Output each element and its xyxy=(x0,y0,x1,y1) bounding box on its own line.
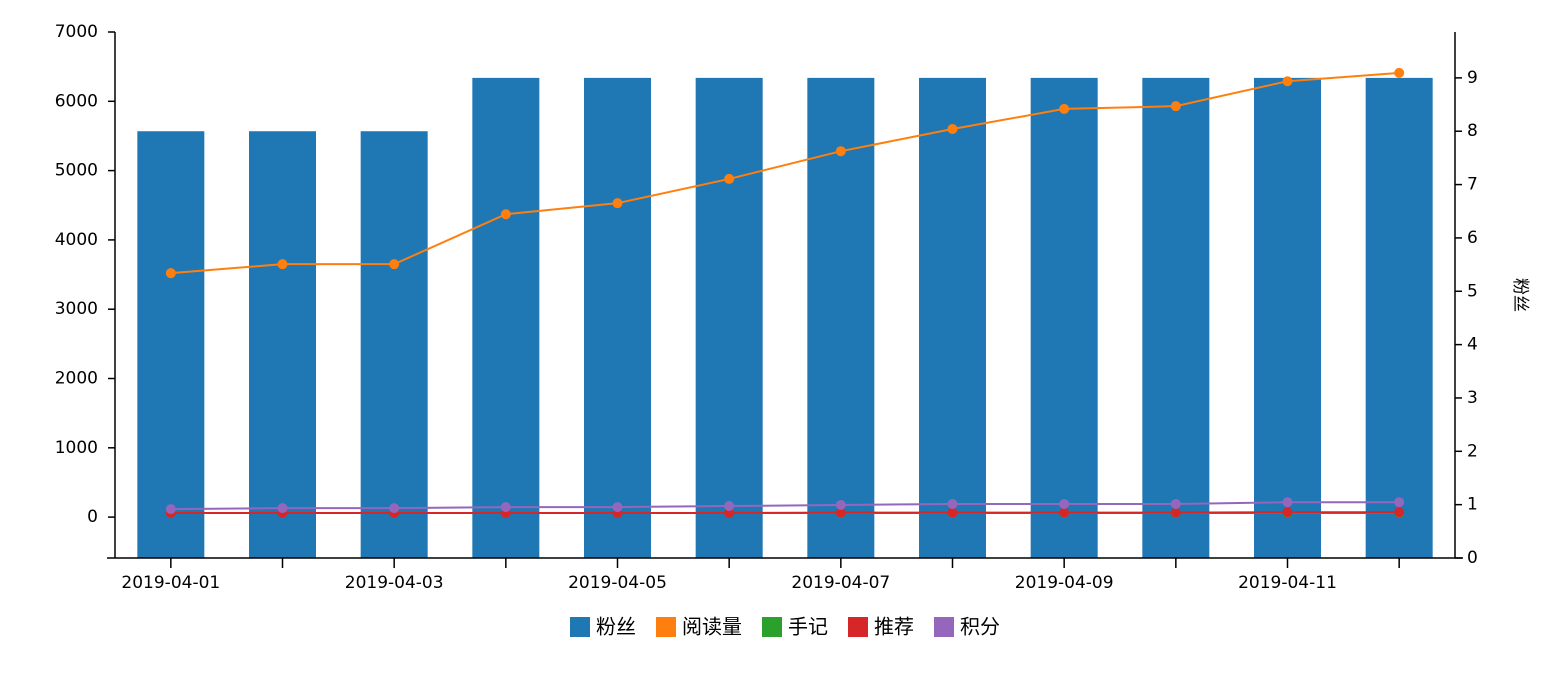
y2-tick-label: 1 xyxy=(1467,495,1478,515)
point xyxy=(1282,497,1293,508)
point xyxy=(1059,498,1070,509)
y-tick-label: 3000 xyxy=(55,299,98,319)
legend-label: 手记 xyxy=(788,615,828,639)
legend: 粉丝 阅读量 手记 推荐 积分 xyxy=(570,615,1000,639)
point xyxy=(1170,507,1181,518)
line xyxy=(170,71,1400,275)
point xyxy=(724,507,735,518)
y-tick-label: 6000 xyxy=(55,91,98,111)
x-tick-label: 2019-04-01 xyxy=(121,573,220,593)
legend-swatch xyxy=(848,617,868,637)
y2-tick-label: 6 xyxy=(1467,228,1478,248)
point xyxy=(947,507,958,518)
point xyxy=(165,504,176,515)
y2-tick-label: 4 xyxy=(1467,335,1478,355)
point xyxy=(724,173,735,184)
legend-label: 积分 xyxy=(960,615,1000,639)
legend-label: 推荐 xyxy=(874,615,914,639)
x-tick-label: 2019-04-07 xyxy=(791,573,890,593)
y2-tick-label: 3 xyxy=(1467,388,1478,408)
bar xyxy=(1030,77,1098,558)
point xyxy=(947,124,958,135)
legend-swatch xyxy=(934,617,954,637)
y-tick-label: 5000 xyxy=(55,161,98,181)
bar xyxy=(807,77,875,558)
point xyxy=(277,259,288,270)
point xyxy=(500,502,511,513)
y-tick-label: 4000 xyxy=(55,230,98,250)
point xyxy=(1282,507,1293,518)
y2-tick-label: 9 xyxy=(1467,68,1478,88)
bar xyxy=(919,77,986,558)
x-tick-label: 2019-04-03 xyxy=(345,573,444,593)
line xyxy=(170,501,1400,511)
bar xyxy=(1142,77,1210,558)
point xyxy=(277,503,288,514)
point xyxy=(1059,103,1070,114)
point xyxy=(165,268,176,279)
bar xyxy=(1254,77,1321,558)
point xyxy=(947,498,958,509)
y2-tick-label: 2 xyxy=(1467,441,1478,461)
y-tick-label: 7000 xyxy=(55,22,98,42)
point xyxy=(612,198,623,209)
legend-swatch xyxy=(762,617,782,637)
point xyxy=(1394,497,1405,508)
point xyxy=(1170,498,1181,509)
point xyxy=(612,502,623,513)
bar xyxy=(137,131,205,558)
point xyxy=(1282,76,1293,87)
y2-tick-label: 7 xyxy=(1467,175,1478,195)
point xyxy=(835,499,846,510)
point xyxy=(1059,507,1070,518)
point xyxy=(1394,67,1405,78)
point xyxy=(500,209,511,220)
bar xyxy=(1365,77,1433,558)
point xyxy=(389,503,400,514)
bar xyxy=(472,77,540,558)
y-tick-label: 0 xyxy=(87,507,98,527)
y2-tick-label: 0 xyxy=(1467,548,1478,568)
x-tick-label: 2019-04-05 xyxy=(568,573,667,593)
x-tick-label: 2019-04-09 xyxy=(1015,573,1114,593)
point xyxy=(389,259,400,270)
bar xyxy=(249,131,316,558)
y2-tick-label: 8 xyxy=(1467,121,1478,141)
y-tick-label: 1000 xyxy=(55,438,98,458)
x-tick-label: 2019-04-11 xyxy=(1238,573,1337,593)
point xyxy=(835,146,846,157)
line xyxy=(170,511,1400,514)
point xyxy=(835,507,846,518)
legend-swatch xyxy=(656,617,676,637)
bar xyxy=(584,77,651,558)
point xyxy=(724,501,735,512)
point xyxy=(1394,507,1405,518)
bar xyxy=(695,77,763,558)
legend-label: 阅读量 xyxy=(682,615,742,639)
y2-axis-label: 粉丝 xyxy=(1510,278,1530,312)
y2-tick-label: 5 xyxy=(1467,281,1478,301)
point xyxy=(1170,101,1181,112)
bar xyxy=(360,131,428,558)
legend-swatch xyxy=(570,617,590,637)
legend-label: 粉丝 xyxy=(596,615,636,639)
y-tick-label: 2000 xyxy=(55,369,98,389)
